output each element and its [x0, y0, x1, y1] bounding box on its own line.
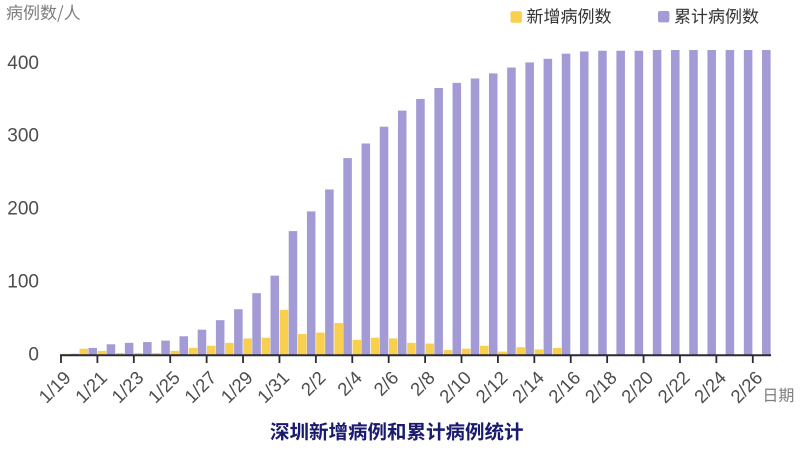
svg-text:400: 400 [7, 53, 39, 74]
svg-text:300: 300 [7, 126, 39, 147]
svg-text:200: 200 [7, 199, 39, 220]
svg-text:0: 0 [28, 344, 39, 365]
svg-text:100: 100 [7, 272, 39, 293]
